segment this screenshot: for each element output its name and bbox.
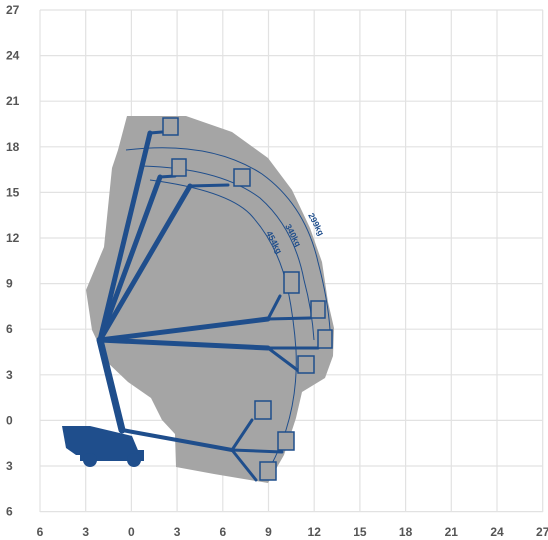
- x-tick-label: 6: [37, 525, 44, 539]
- jib-low-1: [230, 418, 254, 452]
- boom-raised-steep: [97, 174, 163, 343]
- x-tick-label: 24: [490, 525, 504, 539]
- jib-vertical: [148, 130, 164, 135]
- y-tick-label: 27: [6, 3, 20, 17]
- x-tick-label: 9: [265, 525, 272, 539]
- machine-base: [62, 426, 144, 467]
- capacity-boundary-299kg: [125, 147, 331, 331]
- y-tick-label: 12: [6, 231, 20, 245]
- y-tick-label: 9: [6, 277, 13, 291]
- basket-top: [162, 117, 179, 136]
- jib-horizontal-high-1: [266, 294, 282, 321]
- boom-raised-vertical: [97, 130, 153, 343]
- x-tick-label: 21: [445, 525, 459, 539]
- basket-steep: [171, 158, 187, 177]
- jib-diagonal: [188, 183, 230, 188]
- jib-low-2: [230, 448, 284, 454]
- basket-diagonal: [233, 168, 251, 187]
- boom-raised-diagonal: [97, 183, 193, 343]
- x-tick-label: 3: [174, 525, 181, 539]
- chassis: [80, 450, 144, 461]
- basket-upper-right: [283, 271, 300, 294]
- boom-low: [120, 428, 234, 452]
- platform-baskets: [162, 117, 333, 481]
- x-tick-label: 15: [353, 525, 367, 539]
- y-tick-label: 3: [6, 368, 13, 382]
- y-tick-label: 6: [6, 505, 13, 519]
- boom-positions: [96, 130, 320, 482]
- x-tick-label: 27: [536, 525, 548, 539]
- y-tick-label: 15: [6, 185, 20, 199]
- jib-horizontal-high-2: [266, 316, 312, 321]
- capacity-boundary-454kg: [149, 179, 297, 481]
- front-wheel: [127, 453, 141, 467]
- x-tick-label: 12: [308, 525, 322, 539]
- jib-horizontal-mid-2: [266, 346, 302, 374]
- counterweight: [62, 426, 140, 455]
- y-tick-label: 18: [6, 140, 20, 154]
- basket-far-right-mid: [317, 329, 333, 349]
- basket-low-high: [254, 400, 272, 420]
- capacity-boundary-340kg: [141, 165, 315, 341]
- x-tick-label: 6: [219, 525, 226, 539]
- rear-wheel: [83, 453, 97, 467]
- y-tick-label: 24: [6, 49, 20, 63]
- boom-horizontal-mid: [97, 337, 271, 351]
- y-tick-label: 0: [6, 413, 13, 427]
- basket-mid-low: [297, 355, 315, 374]
- boom-horizontal-high: [97, 316, 271, 343]
- y-tick-label: 6: [6, 322, 13, 336]
- basket-low-bottom: [259, 461, 277, 481]
- x-tick-label: 3: [82, 525, 89, 539]
- axis-tick-labels: 6 3 0 3 6 9 12 15 18 21 24 27 27 24 21 18 15 12 9 6 3 0 3 6: [6, 3, 548, 539]
- y-tick-label: 3: [6, 459, 13, 473]
- jib-low-3: [230, 448, 258, 482]
- basket-low-right: [277, 431, 295, 451]
- basket-far-right-high: [310, 300, 326, 319]
- y-tick-label: 21: [6, 94, 20, 108]
- x-tick-label: 0: [128, 525, 135, 539]
- x-tick-label: 18: [399, 525, 413, 539]
- riser-arm: [96, 336, 126, 434]
